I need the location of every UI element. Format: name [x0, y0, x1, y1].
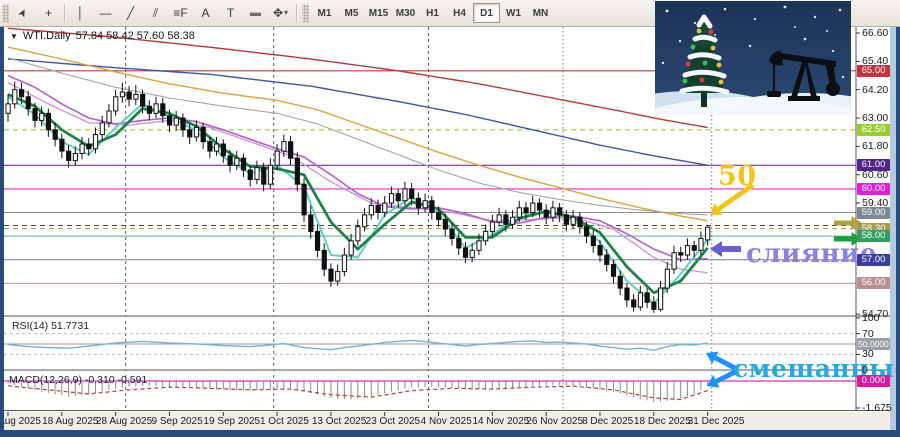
- ma-fast-teal: [7, 95, 709, 305]
- timeframe-w1[interactable]: W1: [506, 7, 521, 19]
- timeframe-m30[interactable]: M30: [395, 7, 416, 19]
- toolbar-grip[interactable]: [2, 4, 9, 22]
- timeframe-m15[interactable]: M15: [368, 7, 389, 19]
- tool-fibonacci-retracement[interactable]: ≡F: [173, 6, 188, 20]
- timeframe-h4[interactable]: H4: [453, 7, 466, 19]
- dropdown-caret-icon[interactable]: ▾: [284, 8, 289, 17]
- ma-long-red: [7, 27, 708, 129]
- macd-signal-line: [7, 385, 708, 401]
- timeframe-h1[interactable]: H1: [426, 7, 439, 19]
- ma-fast-green: [7, 93, 709, 295]
- toolbar-separator: [296, 4, 297, 22]
- tool-vertical-line[interactable]: │: [76, 6, 85, 20]
- tool-arrows[interactable]: ✥ ▾: [272, 6, 289, 20]
- tool-text[interactable]: A: [201, 6, 210, 20]
- holiday-image: [655, 1, 851, 115]
- christmas-tree: [679, 14, 730, 107]
- tool-trendline[interactable]: ╱: [126, 6, 135, 20]
- tool-shapes[interactable]: ▬: [250, 6, 261, 19]
- chart-stage: ▼ WTI.Daily 57.84 58.42 57.60 58.38 RSI(…: [4, 27, 896, 430]
- tool-cursor[interactable]: ➤: [15, 5, 31, 20]
- timeframe-mn[interactable]: MN: [532, 7, 549, 19]
- ma-long-navy: [7, 58, 708, 166]
- timeframe-m5[interactable]: M5: [344, 7, 359, 19]
- tool-horizontal-line[interactable]: —: [99, 6, 112, 20]
- vertical-scrollbar[interactable]: [890, 27, 896, 430]
- ma-orange: [7, 46, 708, 222]
- chart-canvas[interactable]: [4, 27, 896, 430]
- gold-arrow-icon[interactable]: [710, 182, 755, 215]
- ma-gray: [7, 57, 708, 216]
- oil-pumpjack: [767, 51, 840, 101]
- timeframe-m1[interactable]: M1: [317, 7, 332, 19]
- snowflakes: [661, 5, 845, 79]
- tool-equidistant-channel[interactable]: ⫽: [152, 6, 159, 20]
- toolbar-separator: [64, 4, 65, 22]
- tool-text-label[interactable]: T: [226, 6, 235, 20]
- khaki-arrow-icon[interactable]: [834, 216, 862, 230]
- rsi-line: [7, 339, 708, 351]
- toolbar-grip[interactable]: [302, 4, 309, 22]
- blue-up-arrow-icon[interactable]: [706, 351, 737, 371]
- green-arrow-icon[interactable]: [834, 232, 862, 246]
- ma-violet: [7, 74, 708, 261]
- timeframe-d1[interactable]: D1: [473, 3, 500, 23]
- tool-crosshair[interactable]: +: [44, 6, 52, 20]
- tree-ornaments: [682, 28, 724, 85]
- violet-arrow-icon[interactable]: [710, 241, 741, 257]
- blue-down-arrow-icon[interactable]: [707, 369, 737, 388]
